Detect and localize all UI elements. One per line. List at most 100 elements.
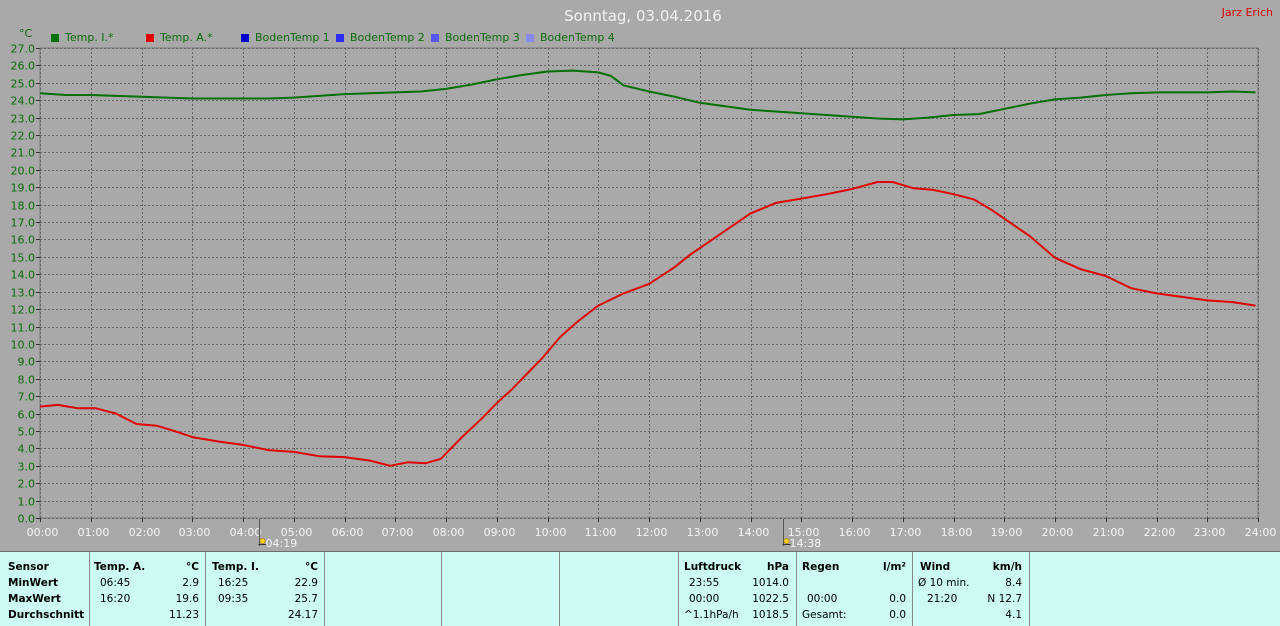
stats-col-empty-1 xyxy=(325,552,442,626)
chart-title: Sonntag, 03.04.2016 xyxy=(564,7,722,25)
annotation-label: 14:38 xyxy=(790,537,822,550)
stats-pressure-r2-label: 00:00 xyxy=(689,593,720,605)
y-tick-label: 0.0 xyxy=(18,513,36,526)
stats-pressure-r1-label: 23:55 xyxy=(689,577,720,589)
y-tick-label: 27.0 xyxy=(11,43,36,56)
x-tick-label: 00:00 xyxy=(27,526,59,539)
stats-wind-r2-value: N 12.7 xyxy=(987,593,1022,605)
stats-wind-unit: km/h xyxy=(992,561,1022,573)
stats-temp-a-unit: °C xyxy=(186,561,199,573)
legend-swatch-bodentemp-4[interactable] xyxy=(526,34,534,42)
stats-temp-a-max-value: 19.6 xyxy=(175,593,199,605)
x-tick-label: 03:00 xyxy=(179,526,211,539)
stats-wind-r2-label: 21:20 xyxy=(927,593,958,605)
stats-temp-a-avg-value: 11.23 xyxy=(168,609,199,621)
x-tick-label: 13:00 xyxy=(687,526,719,539)
stats-header-sensor: Sensor xyxy=(8,561,49,573)
legend-swatch-bodentemp-1[interactable] xyxy=(241,34,249,42)
stats-temp-i-max-time: 09:35 xyxy=(218,593,249,605)
y-tick-label: 20.0 xyxy=(11,165,36,178)
stats-rain-r2-value: 0.0 xyxy=(889,593,906,605)
stats-temp-a-min-value: 2.9 xyxy=(182,577,199,589)
y-tick-label: 25.0 xyxy=(11,78,36,91)
y-tick-label: 8.0 xyxy=(18,374,36,387)
stats-rain-r2-label: 00:00 xyxy=(807,593,838,605)
stats-col-temp-a: Temp. A. °C 06:45 2.9 16:20 19.6 11.23 xyxy=(90,552,206,626)
statistics-panel: Sensor MinWert MaxWert Durchschnitt Temp… xyxy=(0,551,1280,626)
x-tick-label: 17:00 xyxy=(890,526,922,539)
y-tick-label: 2.0 xyxy=(18,478,36,491)
y-tick-label: 23.0 xyxy=(11,113,36,126)
stats-rain-header: Regen xyxy=(802,561,840,573)
series-line-temp-a xyxy=(39,181,1256,467)
y-tick-label: 18.0 xyxy=(11,200,36,213)
x-tick-label: 21:00 xyxy=(1093,526,1125,539)
y-tick-label: 9.0 xyxy=(18,356,36,369)
x-tick-label: 18:00 xyxy=(941,526,973,539)
stats-temp-i-unit: °C xyxy=(305,561,318,573)
legend-swatch-temp-i[interactable] xyxy=(51,34,59,42)
legend-swatch-temp-a[interactable] xyxy=(146,34,154,42)
x-tick-label: 20:00 xyxy=(1042,526,1074,539)
stats-pressure-r1-value: 1014.0 xyxy=(752,577,789,589)
y-tick-label: 17.0 xyxy=(11,217,36,230)
legend-label-bodentemp-4[interactable]: BodenTemp 4 xyxy=(540,31,615,44)
sun-shape xyxy=(259,538,266,544)
stats-col-temp-i: Temp. I. °C 16:25 22.9 09:35 25.7 24.17 xyxy=(206,552,325,626)
y-tick-label: 24.0 xyxy=(11,95,36,108)
stats-col-wind: Wind km/h Ø 10 min. 8.4 21:20 N 12.7 4.1 xyxy=(913,552,1030,626)
x-tick-label: 04:00 xyxy=(230,526,262,539)
y-tick-label: 12.0 xyxy=(11,304,36,317)
stats-temp-i-min-value: 22.9 xyxy=(294,577,318,589)
y-tick-label: 11.0 xyxy=(11,322,36,335)
chart-annotations: 04:19 14:38 xyxy=(258,519,822,550)
temperature-chart: 0.0 1.0 2.0 3.0 4.0 5.0 6.0 7.0 8.0 9.0 10.0 11.0 12… xyxy=(11,6,1277,550)
x-tick-label: 01:00 xyxy=(78,526,110,539)
stats-temp-i-min-time: 16:25 xyxy=(218,577,249,589)
stats-temp-i-header: Temp. I. xyxy=(212,561,259,573)
legend-label-temp-i[interactable]: Temp. I.* xyxy=(65,31,114,44)
stats-temp-i-max-value: 25.7 xyxy=(294,593,318,605)
x-tick-label: 06:00 xyxy=(332,526,364,539)
x-tick-label: 10:00 xyxy=(535,526,567,539)
x-tick-label: 15:00 xyxy=(788,526,820,539)
legend-label-bodentemp-3[interactable]: BodenTemp 3 xyxy=(445,31,520,44)
y-tick-label: 15.0 xyxy=(11,252,36,265)
stats-pressure-r3-value: 1018.5 xyxy=(752,609,789,621)
x-tick-label: 11:00 xyxy=(585,526,617,539)
author-label: Jarz Erich xyxy=(1221,6,1273,19)
x-tick-label: 19:00 xyxy=(991,526,1023,539)
x-tick-label: 16:00 xyxy=(839,526,871,539)
stats-wind-r1-label: Ø 10 min. xyxy=(918,577,970,589)
y-tick-label: 13.0 xyxy=(11,287,36,300)
legend-swatch-bodentemp-2[interactable] xyxy=(336,34,344,42)
stats-row-label-avg: Durchschnitt xyxy=(8,609,85,621)
y-tick-label: 19.0 xyxy=(11,182,36,195)
x-tick-label: 09:00 xyxy=(484,526,516,539)
chart-axes: 0.0 1.0 2.0 3.0 4.0 5.0 6.0 7.0 8.0 9.0 10.0 11.0 12… xyxy=(11,43,1277,540)
stats-row-label-max: MaxWert xyxy=(8,593,61,605)
stats-col-empty-2 xyxy=(442,552,560,626)
y-tick-label: 7.0 xyxy=(18,391,36,404)
stats-col-pressure: Luftdruck hPa 23:55 1014.0 00:00 1022.5 … xyxy=(679,552,797,626)
legend-label-bodentemp-2[interactable]: BodenTemp 2 xyxy=(350,31,425,44)
y-tick-label: 21.0 xyxy=(11,147,36,160)
stats-rain-unit: l/m² xyxy=(883,561,906,573)
legend-swatch-bodentemp-3[interactable] xyxy=(431,34,439,42)
stats-temp-a-header: Temp. A. xyxy=(94,561,146,573)
legend-label-temp-a[interactable]: Temp. A.* xyxy=(160,31,213,44)
stats-pressure-unit: hPa xyxy=(767,561,789,573)
y-tick-label: 4.0 xyxy=(18,443,36,456)
x-tick-label: 05:00 xyxy=(281,526,313,539)
annotation-label: 04:19 xyxy=(266,537,298,550)
y-tick-label: 6.0 xyxy=(18,409,36,422)
legend-label-bodentemp-1[interactable]: BodenTemp 1 xyxy=(255,31,330,44)
y-tick-label: 16.0 xyxy=(11,234,36,247)
series-line-temp-i xyxy=(39,69,1256,121)
chart-grid xyxy=(39,47,1259,519)
stats-col-sensor: Sensor MinWert MaxWert Durchschnitt xyxy=(0,552,90,626)
x-tick-label: 22:00 xyxy=(1144,526,1176,539)
stats-pressure-r2-value: 1022.5 xyxy=(752,593,789,605)
stats-rain-r3-value: 0.0 xyxy=(889,609,906,621)
y-tick-label: 3.0 xyxy=(18,461,36,474)
